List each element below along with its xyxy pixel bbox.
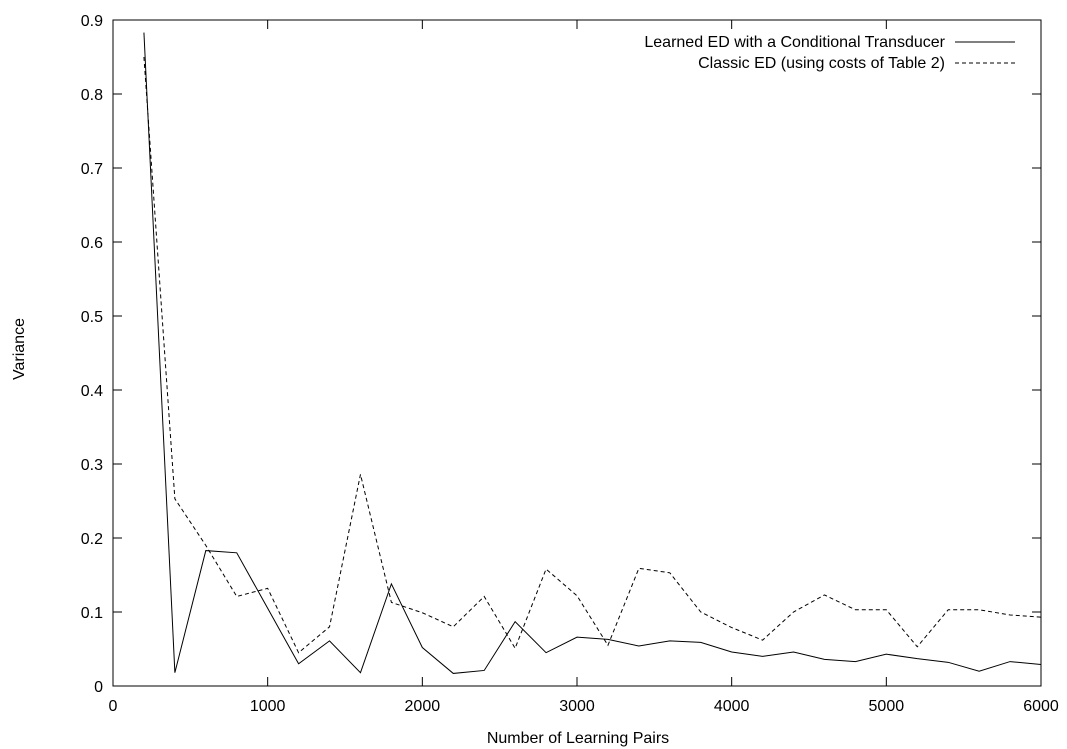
x-tick-label: 6000: [1023, 698, 1059, 715]
y-tick-label: 0.2: [81, 531, 103, 548]
x-tick-label: 1000: [250, 698, 286, 715]
y-tick-label: 0.1: [81, 605, 103, 622]
plot-frame: [112, 19, 1042, 687]
y-tick-label: 0.3: [81, 457, 103, 474]
series-line-1: [143, 32, 1042, 674]
y-tick-label: 0.6: [81, 235, 103, 252]
y-axis: 0 0.1 0.2 0.3 0.4 0.5 0.6 0.7 0.8 0.9: [81, 13, 1041, 696]
legend: Learned ED with a Conditional Transducer…: [644, 34, 1015, 72]
series-layer: [143, 32, 1042, 674]
series-line-2: [143, 56, 1042, 654]
x-tick-label: 5000: [869, 698, 905, 715]
y-tick-label: 0.7: [81, 161, 103, 178]
y-tick-label: 0.9: [81, 13, 103, 30]
x-axis-title: Number of Learning Pairs: [487, 730, 669, 747]
y-axis-title: Variance: [11, 318, 28, 380]
x-tick-label: 3000: [559, 698, 595, 715]
legend-label-1: Learned ED with a Conditional Transducer: [644, 34, 945, 51]
y-tick-label: 0.5: [81, 309, 103, 326]
legend-label-2: Classic ED (using costs of Table 2): [698, 55, 945, 72]
x-tick-label: 4000: [714, 698, 750, 715]
x-tick-label: 0: [109, 698, 118, 715]
x-tick-label: 2000: [405, 698, 441, 715]
plot-border: [112, 19, 1042, 687]
y-tick-label: 0: [94, 679, 103, 696]
x-axis: 0 1000 2000 3000 4000 5000 6000: [109, 20, 1059, 715]
y-tick-label: 0.8: [81, 87, 103, 104]
y-tick-label: 0.4: [81, 383, 103, 400]
